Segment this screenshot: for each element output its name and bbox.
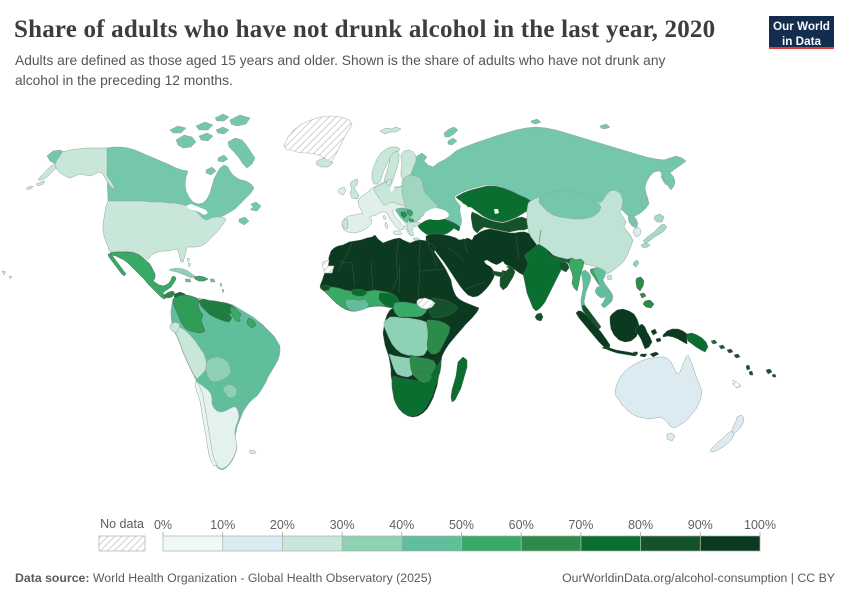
svg-text:90%: 90% [688, 518, 713, 532]
svg-text:0%: 0% [154, 518, 172, 532]
svg-text:No data: No data [100, 517, 144, 531]
svg-text:40%: 40% [389, 518, 414, 532]
svg-text:50%: 50% [449, 518, 474, 532]
svg-text:10%: 10% [210, 518, 235, 532]
svg-text:100%: 100% [744, 518, 776, 532]
svg-text:60%: 60% [509, 518, 534, 532]
svg-text:20%: 20% [270, 518, 295, 532]
svg-text:70%: 70% [568, 518, 593, 532]
svg-text:30%: 30% [330, 518, 355, 532]
svg-text:80%: 80% [628, 518, 653, 532]
